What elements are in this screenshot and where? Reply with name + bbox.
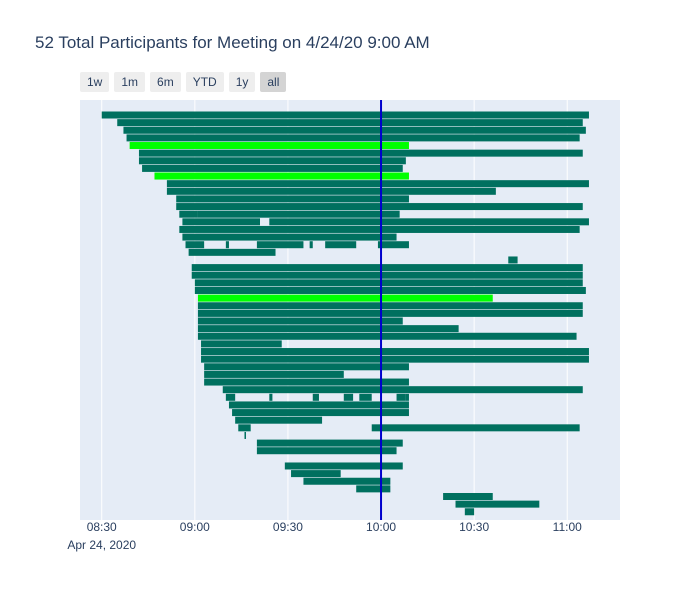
participant-bar[interactable] <box>179 225 580 233</box>
participant-bar[interactable] <box>377 241 409 249</box>
participant-bar[interactable] <box>309 241 313 249</box>
participant-bar[interactable] <box>312 393 319 401</box>
participant-bar[interactable] <box>182 218 260 226</box>
participant-bar[interactable] <box>176 203 583 211</box>
participant-bar[interactable] <box>244 431 246 439</box>
participant-bar[interactable] <box>325 241 357 249</box>
participant-bar[interactable] <box>204 370 344 378</box>
participant-bar[interactable] <box>508 256 518 264</box>
participant-bar[interactable] <box>166 180 589 188</box>
range-button-all[interactable]: all <box>260 72 287 92</box>
participant-bar[interactable] <box>396 393 406 401</box>
participant-bar[interactable] <box>182 233 397 241</box>
x-axis-ticks: 08:30 Apr 24, 2020 09:00 09:30 10:00 10:30 11:… <box>67 520 582 552</box>
participant-bar[interactable] <box>142 164 403 172</box>
participant-bar[interactable] <box>232 409 409 417</box>
participant-bar[interactable] <box>138 157 406 165</box>
participant-bar[interactable] <box>138 149 583 157</box>
participant-bar[interactable] <box>235 416 323 424</box>
range-button-6m[interactable]: 6m <box>150 72 181 92</box>
participant-bar-highlighted[interactable] <box>197 294 493 302</box>
participant-bar[interactable] <box>191 271 583 279</box>
participant-bar[interactable] <box>204 363 409 371</box>
participant-bar[interactable] <box>405 393 409 401</box>
range-button-ytd[interactable]: YTD <box>185 72 224 92</box>
participant-bar[interactable] <box>201 348 589 356</box>
participant-bar[interactable] <box>228 401 409 409</box>
participant-bar[interactable] <box>225 393 236 401</box>
range-button-1m[interactable]: 1m <box>114 72 146 92</box>
participant-bar[interactable] <box>443 493 493 500</box>
participant-bar[interactable] <box>166 187 496 195</box>
participant-bar[interactable] <box>269 218 589 226</box>
participant-bar[interactable] <box>256 241 304 249</box>
x-tick-label: 10:30 <box>459 520 489 534</box>
participant-bar[interactable] <box>185 241 205 249</box>
participant-bar[interactable] <box>269 393 273 401</box>
participant-bar[interactable] <box>123 126 586 134</box>
participant-bar[interactable] <box>117 119 583 127</box>
x-tick-label: 10:00 <box>366 520 396 534</box>
participant-bar[interactable] <box>291 470 341 478</box>
participant-bar[interactable] <box>464 508 475 516</box>
participant-bar[interactable] <box>238 424 251 432</box>
range-selector: 1w 1m 6m YTD 1y all <box>80 72 287 92</box>
range-button-1w[interactable]: 1w <box>80 72 110 92</box>
participant-bar[interactable] <box>197 302 583 310</box>
participant-bar[interactable] <box>197 317 403 325</box>
x-tick-label: 09:00 <box>180 520 210 534</box>
participant-bar[interactable] <box>201 355 589 363</box>
participant-bar[interactable] <box>455 500 540 508</box>
participant-bar[interactable] <box>343 393 354 401</box>
participant-bar[interactable] <box>256 439 403 447</box>
participant-bar[interactable] <box>204 378 409 386</box>
participant-bar[interactable] <box>101 111 589 119</box>
range-button-1y[interactable]: 1y <box>228 72 256 92</box>
participant-bar[interactable] <box>188 248 276 256</box>
x-tick-label: 09:30 <box>273 520 303 534</box>
participant-bar[interactable] <box>194 279 583 287</box>
participant-bar[interactable] <box>197 309 583 317</box>
participant-bar[interactable] <box>197 332 577 340</box>
participant-bar[interactable] <box>371 424 580 432</box>
participant-bar[interactable] <box>126 134 580 142</box>
chart-title: 52 Total Participants for Meeting on 4/2… <box>35 33 430 52</box>
participant-bar[interactable] <box>303 477 391 485</box>
x-tick-date-label: Apr 24, 2020 <box>67 538 136 552</box>
participant-bar[interactable] <box>356 485 391 493</box>
participant-bar[interactable] <box>197 325 459 333</box>
participant-bar[interactable] <box>256 447 397 455</box>
participant-bar[interactable] <box>222 386 583 394</box>
participant-bar[interactable] <box>201 340 282 348</box>
participant-bar[interactable] <box>191 264 583 272</box>
participant-bar[interactable] <box>197 210 400 218</box>
participant-bar[interactable] <box>179 210 198 218</box>
participant-bar-highlighted[interactable] <box>129 142 409 150</box>
participant-bar[interactable] <box>176 195 409 203</box>
participant-bar[interactable] <box>359 393 372 401</box>
x-tick-label: 11:00 <box>553 520 582 534</box>
participant-bar[interactable] <box>284 462 403 470</box>
participant-bar[interactable] <box>225 241 229 249</box>
participant-bars <box>101 111 589 516</box>
participant-bar-highlighted[interactable] <box>154 172 409 180</box>
x-tick-label: 08:30 <box>87 520 117 534</box>
participant-bar[interactable] <box>194 286 586 294</box>
